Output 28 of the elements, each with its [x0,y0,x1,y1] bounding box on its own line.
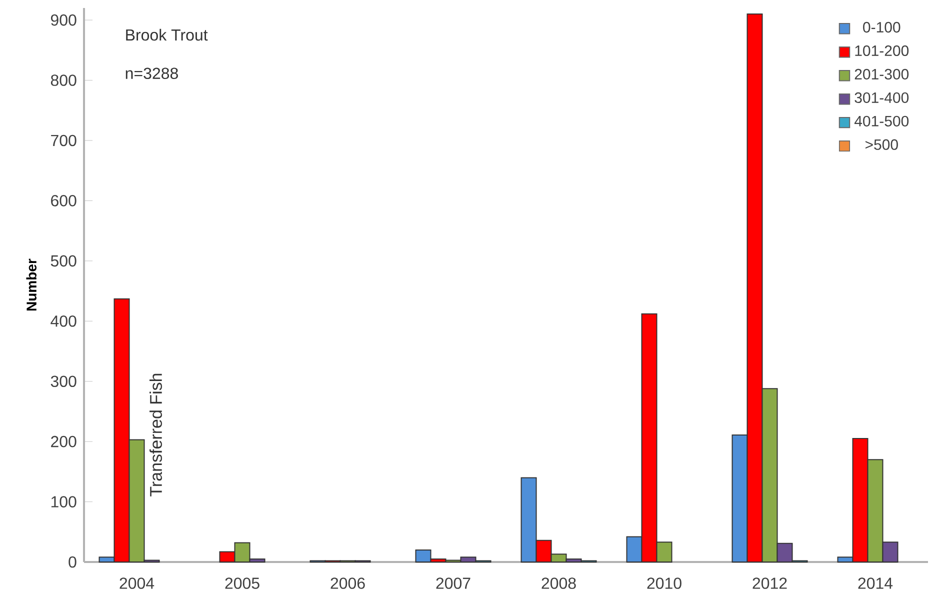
x-tick-label: 2005 [225,578,260,589]
legend-label: 301-400 [854,92,909,103]
y-tick-label: 100 [51,496,76,508]
y-tick-label: 900 [50,14,76,26]
legend-label: >500 [866,139,898,150]
x-tick-label: 2010 [647,578,682,589]
y-axis-title: Number [26,258,36,311]
y-tick-label: 200 [51,436,76,448]
legend-label: 101-200 [855,45,909,56]
x-tick-label: 2008 [542,578,576,589]
y-tick-label: 0 [68,556,76,568]
annotation: Transferred Fish [150,374,162,496]
annotation: Brook Trout [126,28,208,41]
x-tick-label: 2006 [330,578,365,589]
y-tick-label: 500 [50,255,76,267]
legend-label: 401-500 [854,116,909,126]
annotation: n=3288 [126,68,178,80]
x-tick-label: 2007 [436,578,470,589]
y-tick-label: 800 [50,74,76,86]
y-tick-label: 700 [51,134,76,146]
legend-label: 0-100 [863,22,900,33]
x-tick-label: 2012 [752,578,787,589]
x-tick-label: 2004 [120,578,154,589]
legend-label: 201-300 [854,68,909,80]
y-tick-label: 600 [51,195,76,206]
x-tick-label: 2014 [858,578,893,589]
y-tick-label: 300 [50,376,76,388]
y-tick-label: 400 [50,315,76,327]
